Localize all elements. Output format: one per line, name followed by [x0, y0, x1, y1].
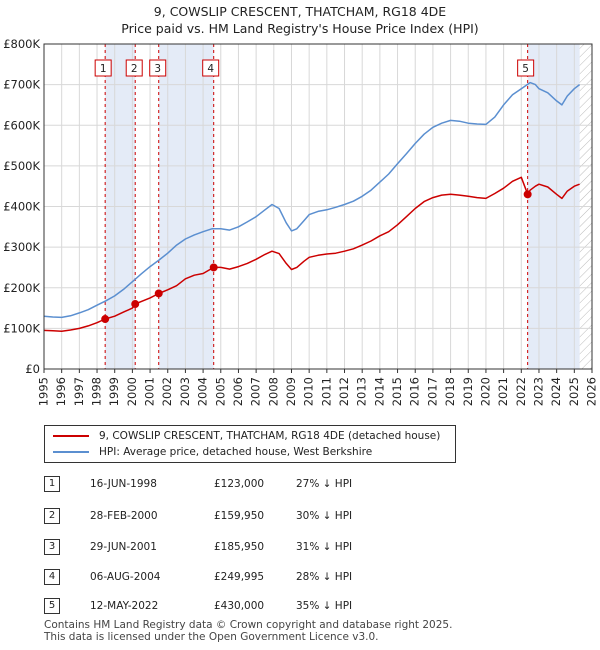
transaction-row: 1 16-JUN-1998 £123,000 27% ↓ HPI: [44, 474, 404, 494]
transaction-row: 4 06-AUG-2004 £249,995 28% ↓ HPI: [44, 567, 404, 587]
x-tick-label: 2001: [143, 377, 157, 406]
transaction-price: £159,950: [214, 510, 265, 522]
transaction-price: £185,950: [214, 541, 265, 553]
x-tick-label: 2020: [478, 377, 492, 406]
y-tick-label: £100K: [3, 321, 40, 335]
transaction-price: £430,000: [214, 600, 265, 612]
chart-subtitle: Price paid vs. HM Land Registry's House …: [121, 21, 479, 36]
x-tick-label: 1995: [37, 377, 51, 406]
x-tick-label: 2016: [408, 377, 422, 406]
x-tick-label: 2024: [549, 377, 563, 406]
x-tick-label: 2005: [213, 377, 227, 406]
x-tick-label: 2021: [496, 377, 510, 406]
chart-title: 9, COWSLIP CRESCENT, THATCHAM, RG18 4DE: [153, 4, 447, 19]
x-tick-label: 2010: [302, 377, 316, 406]
footer-license: This data is licensed under the Open Gov…: [44, 631, 379, 643]
y-tick-label: £500K: [3, 159, 40, 173]
transaction-row: 5 12-MAY-2022 £430,000 35% ↓ HPI: [44, 596, 404, 616]
y-tick-label: £800K: [3, 37, 40, 51]
transaction-hpi-diff: 30% ↓ HPI: [296, 510, 353, 522]
x-tick-label: 1999: [107, 377, 121, 406]
footer-copyright: Contains HM Land Registry data © Crown c…: [44, 619, 453, 631]
sale-label-3: 3: [154, 63, 161, 75]
x-tick-label: 2026: [585, 377, 599, 406]
transaction-price: £123,000: [214, 478, 265, 490]
x-tick-label: 2014: [372, 377, 386, 406]
x-tick-label: 2012: [337, 377, 351, 406]
transaction-number: 5: [44, 598, 60, 614]
sale-point-4: [209, 263, 218, 272]
transaction-row: 3 29-JUN-2001 £185,950 31% ↓ HPI: [44, 537, 404, 557]
x-tick-label: 1996: [54, 377, 68, 406]
x-tick-label: 2000: [125, 377, 139, 406]
sale-point-5: [523, 190, 532, 199]
sale-label-box-4: [202, 59, 220, 77]
price-chart: £0 £100K £200K £300K £400K £500K £600K £700K £80…: [3, 37, 599, 406]
x-tick-label: 2025: [567, 377, 581, 406]
transaction-number: 3: [44, 539, 60, 555]
legend-swatch-property: [53, 435, 89, 437]
transaction-date: 12-MAY-2022: [90, 600, 159, 612]
sale-point-1: [101, 315, 110, 324]
sale-label-5: 5: [522, 63, 529, 75]
transaction-price: £249,995: [214, 571, 265, 583]
transaction-hpi-diff: 35% ↓ HPI: [296, 600, 353, 612]
legend-label-hpi: HPI: Average price, detached house, West…: [99, 446, 373, 458]
y-tick-label: £0: [25, 362, 40, 376]
series-line-hpi: [44, 81, 581, 319]
transaction-hpi-diff: 31% ↓ HPI: [296, 541, 353, 553]
transaction-row: 2 28-FEB-2000 £159,950 30% ↓ HPI: [44, 506, 404, 526]
legend: 9, COWSLIP CRESCENT, THATCHAM, RG18 4DE …: [44, 425, 456, 463]
x-tick-label: 2006: [231, 377, 245, 406]
legend-label-property: 9, COWSLIP CRESCENT, THATCHAM, RG18 4DE …: [99, 430, 441, 442]
x-tick-label: 2009: [284, 377, 298, 406]
sale-label-2: 2: [131, 63, 138, 75]
x-tick-label: 2019: [461, 377, 475, 406]
sale-label-1: 1: [100, 63, 107, 75]
x-tick-label: 2004: [196, 377, 210, 406]
transaction-number: 4: [44, 569, 60, 585]
transaction-date: 28-FEB-2000: [90, 510, 158, 522]
y-tick-label: £200K: [3, 281, 40, 295]
sale-label-box-3: [149, 59, 167, 77]
sale-point-3: [154, 289, 163, 298]
x-tick-label: 2008: [266, 377, 280, 406]
x-tick-label: 2002: [160, 377, 174, 406]
y-tick-label: £700K: [3, 78, 40, 92]
y-tick-label: £600K: [3, 118, 40, 132]
x-tick-label: 2015: [390, 377, 404, 406]
x-tick-label: 2018: [443, 377, 457, 406]
y-tick-label: £300K: [3, 240, 40, 254]
x-tick-label: 1998: [90, 377, 104, 406]
x-tick-label: 2003: [178, 377, 192, 406]
x-tick-label: 2017: [425, 377, 439, 406]
sale-label-box-5: [517, 59, 535, 77]
transaction-hpi-diff: 27% ↓ HPI: [296, 478, 353, 490]
legend-item-hpi: HPI: Average price, detached house, West…: [53, 444, 372, 460]
transaction-number: 2: [44, 508, 60, 524]
transaction-date: 16-JUN-1998: [90, 478, 157, 490]
transaction-hpi-diff: 28% ↓ HPI: [296, 571, 353, 583]
sale-point-2: [131, 300, 140, 309]
x-tick-label: 2007: [249, 377, 263, 406]
x-tick-label: 2023: [531, 377, 545, 406]
footer: Contains HM Land Registry data © Crown c…: [44, 619, 452, 643]
legend-swatch-hpi: [53, 451, 89, 453]
sale-label-box-2: [125, 59, 143, 77]
x-tick-label: 2013: [355, 377, 369, 406]
transaction-number: 1: [44, 476, 60, 492]
sale-label-box-1: [94, 59, 112, 77]
x-tick-label: 1997: [72, 377, 86, 406]
legend-item-property: 9, COWSLIP CRESCENT, THATCHAM, RG18 4DE …: [53, 428, 440, 444]
sale-label-4: 4: [207, 63, 214, 75]
x-tick-label: 2022: [514, 377, 528, 406]
transaction-date: 06-AUG-2004: [90, 571, 161, 583]
y-tick-label: £400K: [3, 200, 40, 214]
plot-border: [43, 43, 593, 370]
transaction-date: 29-JUN-2001: [90, 541, 157, 553]
x-tick-label: 2011: [319, 377, 333, 406]
